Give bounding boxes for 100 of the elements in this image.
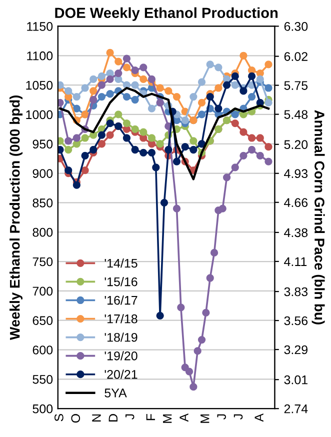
point [114,110,122,118]
x-tick-label: N [92,414,101,422]
point [64,166,72,174]
point [98,92,106,101]
point [98,140,106,148]
point [64,137,72,145]
point [131,146,139,154]
point [131,96,139,104]
point [90,96,98,104]
y2-tick-label: 5.75 [284,81,308,90]
legend-label: '18/19 [104,332,138,342]
point [140,128,148,136]
y2-tick-label: 3.83 [284,287,308,296]
point [106,75,114,83]
point [81,84,89,92]
point [90,146,98,154]
point [148,148,156,157]
y2-tick-label: 3.01 [284,375,308,384]
point [90,75,98,83]
y-tick-label: 700 [32,286,53,296]
point [231,81,239,89]
point [248,134,256,142]
point [194,347,202,355]
x-tick-label: J [217,414,226,420]
y2-axis-title: Annual Corn Grind Pace (bln bu) [312,110,325,324]
point [264,84,272,92]
point [190,92,198,101]
legend-label: 5YA [104,388,127,398]
point [206,60,214,68]
legend-label: '20/21 [104,370,138,379]
x-tick-label: J [126,414,134,420]
point [156,140,164,148]
point [98,72,106,80]
point [198,78,206,86]
point [185,368,194,376]
point [248,92,256,101]
x-tick-label: M [200,414,210,423]
y2-tick-label: 3.56 [284,316,308,326]
y2-tick-label: 2.74 [284,404,308,414]
y-tick-label: 850 [32,198,53,208]
point [218,204,226,212]
point [248,72,256,80]
point [72,104,81,112]
point [156,84,164,92]
point [222,174,231,182]
point [122,92,131,101]
legend-label: '14/15 [104,258,138,268]
y2-tick-label: 3.29 [284,345,308,354]
point [198,336,206,344]
point [58,81,64,89]
point [181,116,189,124]
y-tick-label: 1150 [27,22,53,31]
point [64,92,72,101]
point [198,98,206,107]
point [231,110,239,118]
y-axis-title: Weekly Ethanol Production (000 bpd) [10,96,22,340]
y-tick-label: 500 [32,404,53,414]
point [164,87,172,95]
point [214,104,222,112]
point [177,304,185,312]
point [72,92,81,101]
y2-tick-label: 6.30 [284,22,308,31]
point [240,128,248,136]
point [122,134,131,142]
point [240,87,248,95]
point [148,75,156,83]
point [72,134,81,142]
point [148,134,156,142]
y-tick-label: 950 [32,140,53,149]
point [214,84,222,92]
point [214,64,222,72]
y-tick-label: 1100 [27,51,53,60]
point [114,58,122,66]
point [190,146,198,154]
point [106,131,114,139]
y-tick-label: 900 [32,169,53,178]
y-tick-label: 650 [32,316,53,326]
point [72,140,81,148]
y2-tick-label: 5.48 [284,110,308,119]
point [264,98,272,107]
point [114,75,122,83]
y2-tick-label: 4.38 [284,228,308,238]
point [248,146,256,154]
point [256,69,264,78]
y-tick-label: 750 [32,257,53,266]
x-tick-label: S [54,414,64,422]
legend-label: '19/20 [104,351,138,360]
point [122,54,131,62]
point [81,134,89,142]
x-tick-label: O [71,414,80,423]
x-tick-label: M [163,414,172,423]
y-tick-label: 550 [32,374,53,384]
x-tick-label: A [254,413,264,422]
y-tick-label: 600 [32,346,53,354]
point [106,69,114,78]
y2-tick-label: 4.11 [284,257,307,266]
point [64,146,72,154]
legend-label: '15/16 [104,277,138,286]
point [264,142,272,151]
y2-tick-label: 4.93 [284,169,308,178]
